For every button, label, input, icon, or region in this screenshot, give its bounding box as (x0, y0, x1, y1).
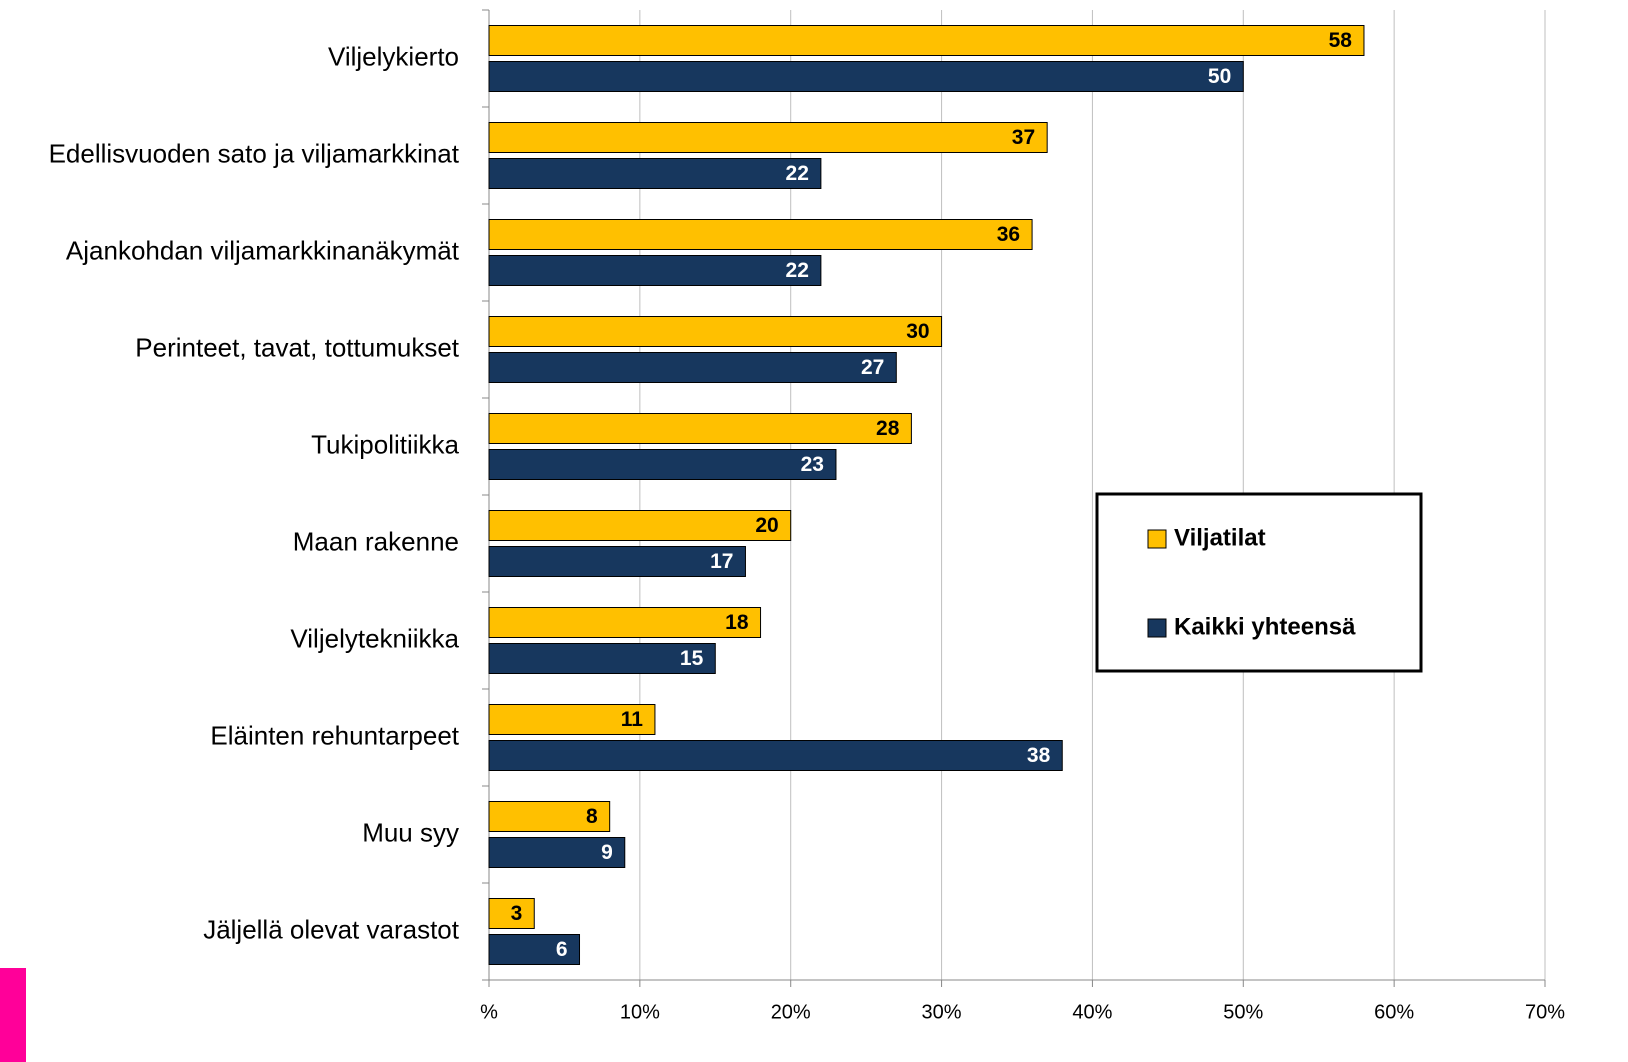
legend-swatch (1147, 529, 1167, 549)
value-label: 9 (601, 841, 613, 864)
legend-label: Kaikki yhteensä (1174, 613, 1356, 640)
value-label: 20 (755, 514, 778, 537)
value-label: 22 (786, 162, 809, 185)
bar (488, 25, 1365, 56)
bar (488, 837, 626, 868)
category-label: Ajankohdan viljamarkkinanäkymät (66, 235, 460, 265)
bar (488, 255, 822, 286)
bar (488, 704, 656, 735)
bar (488, 934, 581, 965)
bar (488, 413, 912, 444)
x-tick-label: 60% (1374, 1001, 1414, 1023)
value-label: 36 (997, 223, 1020, 246)
x-tick-label: 40% (1072, 1001, 1112, 1023)
bar (488, 643, 716, 674)
legend-swatch (1147, 618, 1167, 638)
value-label: 17 (710, 550, 733, 573)
legend (1095, 492, 1423, 673)
value-label: 58 (1329, 29, 1353, 52)
bar (488, 219, 1033, 250)
x-tick-label: 70% (1525, 1001, 1565, 1023)
bar (488, 801, 611, 832)
category-label: Maan rakenne (293, 526, 459, 556)
bar (488, 122, 1048, 153)
logo (0, 968, 26, 1062)
value-label: 3 (511, 902, 523, 925)
value-label: 18 (725, 611, 749, 634)
bar (488, 510, 792, 541)
bar (488, 546, 746, 577)
x-tick-label: 50% (1223, 1001, 1263, 1023)
x-tick-label: 20% (771, 1001, 811, 1023)
value-label: 11 (621, 708, 644, 731)
category-label: Jäljellä olevat varastot (203, 914, 460, 944)
category-label: Perinteet, tavat, tottumukset (135, 332, 459, 362)
bar (488, 158, 822, 189)
bar (488, 898, 535, 929)
bar (488, 607, 762, 638)
value-label: 38 (1027, 744, 1051, 767)
category-label: Eläinten rehuntarpeet (210, 720, 459, 750)
bar (488, 449, 837, 480)
value-label: 27 (861, 356, 884, 379)
x-tick-label: 10% (620, 1001, 660, 1023)
bar (488, 61, 1244, 92)
value-label: 15 (680, 647, 704, 670)
value-label: 37 (1012, 126, 1035, 149)
value-label: 8 (586, 805, 598, 828)
bar (488, 740, 1063, 771)
value-label: 30 (906, 320, 929, 343)
value-label: 22 (786, 259, 809, 282)
category-label: Viljelykierto (328, 41, 459, 71)
legend-label: Viljatilat (1174, 524, 1266, 551)
category-label: Viljelytekniikka (290, 623, 459, 653)
category-label: Tukipolitiikka (311, 429, 459, 459)
bar (488, 352, 897, 383)
x-tick-label: 30% (922, 1001, 962, 1023)
value-label: 28 (876, 417, 900, 440)
value-label: 50 (1208, 65, 1231, 88)
value-label: 23 (801, 453, 824, 476)
bar (488, 316, 943, 347)
category-label: Edellisvuoden sato ja viljamarkkinat (49, 138, 460, 168)
x-tick-label: % (480, 1001, 498, 1023)
value-label: 6 (556, 938, 568, 961)
category-label: Muu syy (362, 817, 459, 847)
